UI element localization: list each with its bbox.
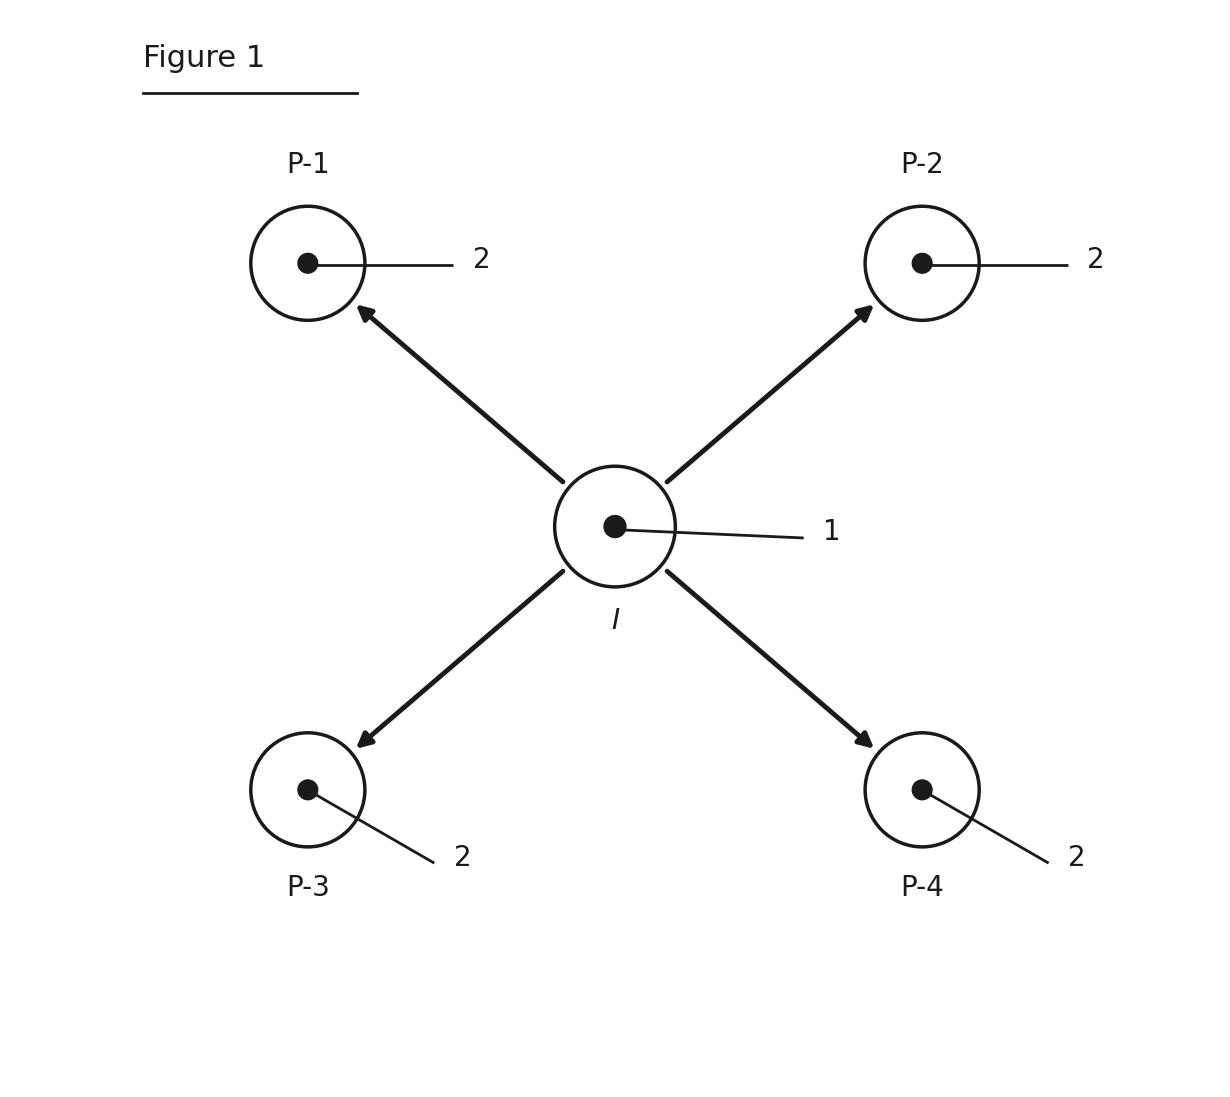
Text: P-2: P-2 bbox=[900, 150, 945, 179]
Text: I: I bbox=[611, 607, 619, 635]
Text: 2: 2 bbox=[474, 246, 491, 274]
Text: P-3: P-3 bbox=[285, 874, 330, 903]
Circle shape bbox=[604, 516, 626, 538]
Circle shape bbox=[865, 733, 979, 847]
Text: P-1: P-1 bbox=[285, 150, 330, 179]
Circle shape bbox=[913, 253, 932, 273]
Text: 2: 2 bbox=[1069, 844, 1086, 872]
Text: 2: 2 bbox=[1087, 246, 1105, 274]
Circle shape bbox=[298, 780, 317, 800]
Circle shape bbox=[865, 206, 979, 320]
Text: P-4: P-4 bbox=[900, 874, 945, 903]
Circle shape bbox=[298, 253, 317, 273]
Text: 2: 2 bbox=[454, 844, 471, 872]
Circle shape bbox=[555, 466, 675, 587]
Text: Figure 1: Figure 1 bbox=[143, 44, 266, 72]
Circle shape bbox=[251, 733, 365, 847]
Circle shape bbox=[913, 780, 932, 800]
Text: 1: 1 bbox=[823, 519, 841, 546]
Circle shape bbox=[251, 206, 365, 320]
